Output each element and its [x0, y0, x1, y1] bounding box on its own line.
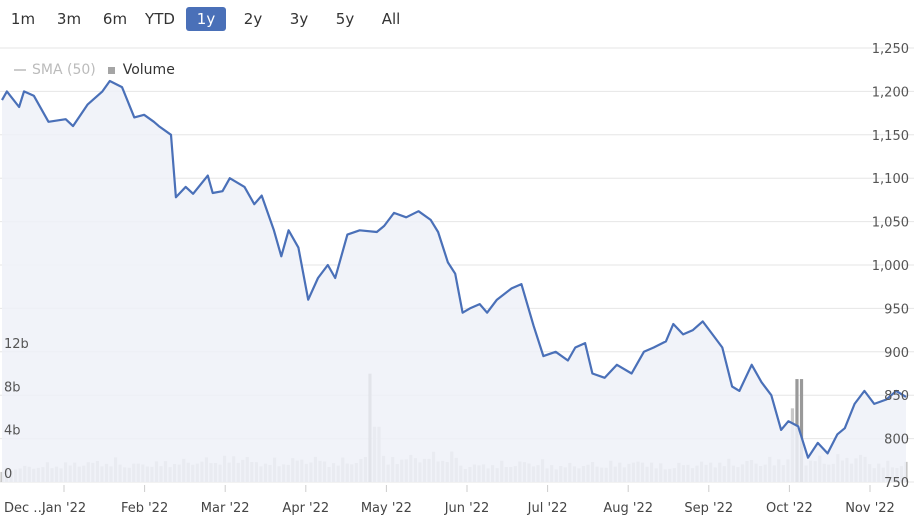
- price-tick-label: 950: [884, 302, 909, 317]
- price-tick-label: 800: [884, 433, 909, 448]
- x-tick-label: Oct '22: [766, 501, 813, 516]
- range-button-ytd[interactable]: YTD: [145, 10, 175, 28]
- chart-legend: SMA (50) Volume: [14, 60, 187, 80]
- price-tick-label: 1,050: [872, 216, 909, 231]
- x-axis-labels: Dec …Jan '22 Feb '22 Mar '22 Apr '22 May '22…: [4, 485, 895, 516]
- price-tick-label: 1,100: [872, 172, 909, 187]
- volume-axis-labels: 0 4b 8b 12b: [4, 337, 29, 482]
- x-tick-label: Aug '22: [603, 501, 653, 516]
- price-area-fill: [2, 81, 906, 482]
- x-tick-label: Apr '22: [282, 501, 329, 516]
- volume-tick-label: 0: [4, 467, 12, 482]
- range-button-all[interactable]: All: [381, 10, 401, 28]
- volume-bar: [799, 379, 804, 482]
- legend-sma[interactable]: SMA (50): [14, 62, 96, 78]
- x-tick-label: Jan '22: [41, 501, 86, 516]
- range-button-5y[interactable]: 5y: [335, 10, 355, 28]
- range-button-2y[interactable]: 2y: [243, 10, 263, 28]
- price-tick-label: 750: [884, 476, 909, 491]
- legend-volume-square-icon: [107, 66, 115, 74]
- x-tick-label: Sep '22: [684, 501, 733, 516]
- volume-bar: [0, 471, 4, 482]
- range-selector: 1m 3m 6m YTD 1y 2y 3y 5y All: [0, 0, 914, 36]
- legend-sma-label: SMA (50): [32, 62, 96, 78]
- x-tick-label: Jun '22: [444, 501, 490, 516]
- legend-sma-line-icon: [14, 69, 26, 71]
- price-tick-label: 900: [884, 346, 909, 361]
- range-button-6m[interactable]: 6m: [102, 10, 128, 28]
- volume-tick-label: 4b: [4, 424, 21, 439]
- volume-tick-label: 12b: [4, 337, 29, 352]
- price-tick-label: 1,000: [872, 259, 909, 274]
- price-line-group: [1, 79, 907, 459]
- price-tick-label: 1,200: [872, 85, 909, 100]
- range-button-1m[interactable]: 1m: [10, 10, 36, 28]
- price-tick-label: 1,250: [872, 42, 909, 57]
- range-button-3m[interactable]: 3m: [56, 10, 82, 28]
- volume-tick-label: 8b: [4, 380, 21, 395]
- price-line[interactable]: [1, 79, 907, 459]
- price-area: [2, 81, 906, 482]
- price-tick-label: 1,150: [872, 129, 909, 144]
- legend-volume[interactable]: Volume: [107, 62, 175, 78]
- x-tick-label: Dec …: [4, 501, 46, 516]
- price-axis-labels: 750 800 850 900 950 1,000 1,050 1,100 1,150 1,200…: [872, 42, 909, 491]
- price-tick-label: 850: [884, 389, 909, 404]
- range-button-3y[interactable]: 3y: [289, 10, 309, 28]
- range-button-1y[interactable]: 1y: [186, 7, 226, 31]
- x-tick-label: Nov '22: [845, 501, 895, 516]
- x-tick-label: Jul '22: [527, 501, 568, 516]
- legend-volume-label: Volume: [122, 62, 175, 78]
- x-tick-label: May '22: [361, 501, 412, 516]
- x-tick-label: Feb '22: [121, 501, 168, 516]
- x-tick-label: Mar '22: [201, 501, 250, 516]
